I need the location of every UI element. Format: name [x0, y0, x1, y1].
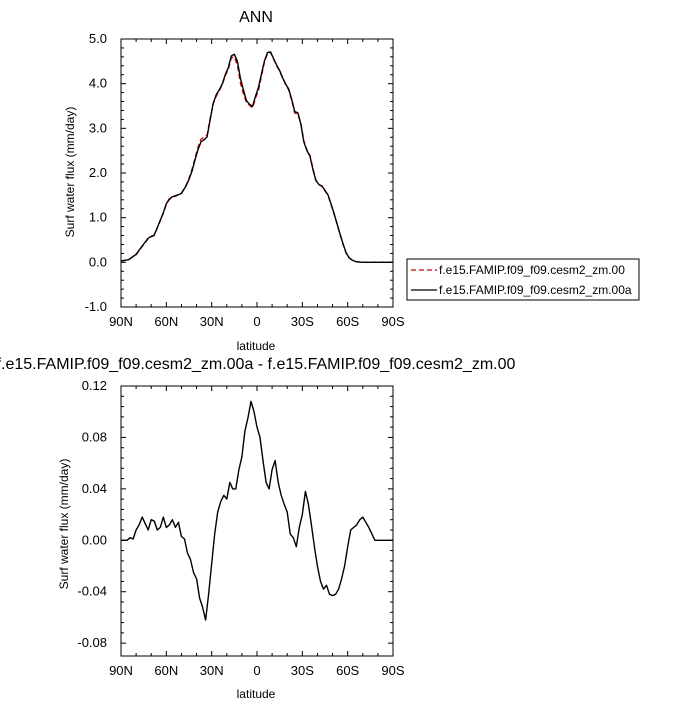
top-chart-title: ANN: [239, 9, 273, 26]
top-chart-frame: [120, 38, 394, 308]
top-chart-y-tick-label: 5.0: [89, 31, 107, 46]
top-chart-y-tick-label: 0.0: [89, 254, 107, 269]
top-chart-x-tick-label: 60S: [336, 314, 359, 329]
top-chart-series: [120, 51, 393, 263]
bottom-chart-y-tick-label: -0.08: [77, 635, 107, 650]
bottom-chart-y-tick-label: -0.04: [77, 584, 107, 599]
top-chart-x-tick-label: 60N: [154, 314, 178, 329]
bottom-chart-y-axis-label: Surf water flux (mm/day): [57, 459, 71, 590]
top-chart-x-axis-label: latitude: [237, 339, 276, 353]
top-chart-series-line-0: [120, 51, 393, 263]
bottom-chart-x-tick-label: 60N: [154, 663, 178, 678]
top-chart-x-tick-label: 30N: [200, 314, 224, 329]
top-chart-x-tick-label: 90N: [109, 314, 133, 329]
legend-entry-1: f.e15.FAMIP.f09_f09.cesm2_zm.00a: [439, 283, 632, 297]
top-chart-x-tick-label: 90S: [381, 314, 404, 329]
bottom-chart-x-tick-label: 30S: [291, 663, 314, 678]
bottom-chart: f.e15.FAMIP.f09_f09.cesm2_zm.00a - f.e15…: [0, 356, 516, 701]
bottom-chart-y-tick-label: 0.08: [82, 429, 107, 444]
legend-box: [406, 258, 640, 301]
bottom-chart-x-tick-label: 60S: [336, 663, 359, 678]
top-chart-x-tick-label: 0: [253, 314, 260, 329]
top-chart: ANN Surf water flux (mm/day) latitude 90…: [63, 9, 640, 353]
top-chart-y-tick-label: 2.0: [89, 165, 107, 180]
top-chart-y-tick-label: 1.0: [89, 210, 107, 225]
bottom-chart-frame: [120, 385, 394, 657]
top-chart-y-tick-label: -1.0: [85, 299, 107, 314]
bottom-chart-title: f.e15.FAMIP.f09_f09.cesm2_zm.00a - f.e15…: [0, 356, 516, 373]
bottom-chart-x-axis-label: latitude: [237, 687, 276, 701]
top-chart-y-axis-label: Surf water flux (mm/day): [63, 107, 77, 238]
bottom-chart-series: [121, 400, 393, 621]
bottom-chart-x-tick-label: 30N: [200, 663, 224, 678]
top-chart-y-tick-label: 3.0: [89, 120, 107, 135]
top-chart-series-line-1: [120, 51, 393, 263]
top-chart-ticks: 90N 60N 30N 0 30S 60S 90S -1.0 0.0 1.0 2.0 3.0 4.0 5.…: [85, 31, 405, 329]
bottom-chart-y-tick-label: 0.00: [82, 532, 107, 547]
bottom-chart-x-tick-label: 0: [253, 663, 260, 678]
bottom-chart-y-tick-label: 0.04: [82, 481, 107, 496]
legend: f.e15.FAMIP.f09_f09.cesm2_zm.00 f.e15.FA…: [406, 258, 640, 301]
bottom-chart-ticks: 90N 60N 30N 0 30S 60S 90S -0.08 -0.04 0.00 0.04 0.0…: [77, 378, 405, 678]
bottom-chart-y-tick-label: 0.12: [82, 378, 107, 393]
bottom-chart-x-tick-label: 90S: [381, 663, 404, 678]
bottom-chart-series-line-0: [121, 400, 393, 621]
legend-entry-0: f.e15.FAMIP.f09_f09.cesm2_zm.00: [439, 263, 625, 277]
bottom-chart-x-tick-label: 90N: [109, 663, 133, 678]
top-chart-x-tick-label: 30S: [291, 314, 314, 329]
top-chart-y-tick-label: 4.0: [89, 76, 107, 91]
